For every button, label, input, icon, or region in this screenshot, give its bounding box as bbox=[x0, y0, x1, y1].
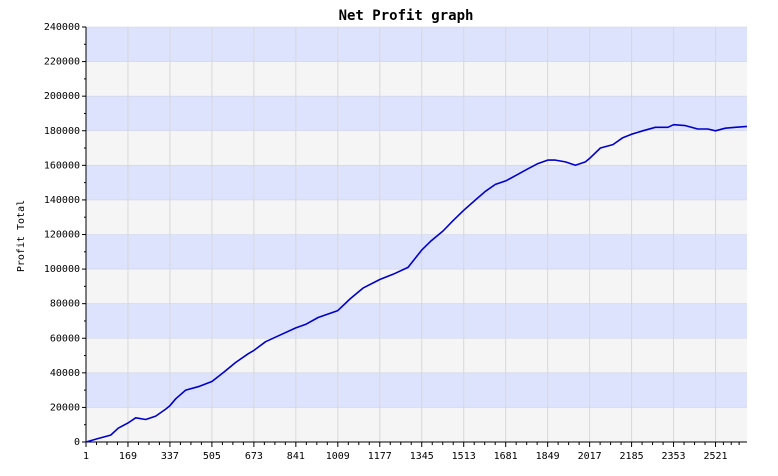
plot-background-bands bbox=[86, 27, 747, 442]
chart-title: Net Profit graph bbox=[339, 8, 474, 24]
y-tick-label: 140000 bbox=[44, 195, 80, 206]
background-band bbox=[86, 372, 747, 408]
y-tick-label: 20000 bbox=[50, 402, 80, 413]
y-tick-label: 0 bbox=[74, 437, 80, 448]
x-tick-label: 2017 bbox=[578, 451, 602, 462]
profit-series-line bbox=[85, 123, 748, 443]
x-tick-label: 841 bbox=[287, 451, 305, 462]
background-band bbox=[86, 303, 747, 339]
y-tick-label: 100000 bbox=[44, 264, 80, 275]
x-tick-label: 1 bbox=[83, 451, 89, 462]
y-tick-label: 120000 bbox=[44, 230, 80, 241]
background-band bbox=[86, 234, 747, 270]
y-tick-label: 200000 bbox=[44, 91, 80, 102]
background-band bbox=[86, 130, 747, 166]
x-tick-label: 337 bbox=[161, 451, 179, 462]
x-tick-label: 1681 bbox=[494, 451, 518, 462]
background-band bbox=[86, 269, 747, 304]
background-band bbox=[86, 27, 747, 62]
background-band bbox=[86, 165, 747, 200]
background-band bbox=[86, 199, 747, 235]
background-band bbox=[86, 96, 747, 131]
gridlines bbox=[86, 26, 747, 443]
x-tick-label: 2353 bbox=[662, 451, 686, 462]
y-tick-label: 80000 bbox=[50, 299, 80, 310]
y-tick-label: 240000 bbox=[44, 22, 80, 33]
x-tick-label: 2521 bbox=[703, 451, 727, 462]
series-group bbox=[85, 123, 748, 443]
x-tick-label: 1009 bbox=[326, 451, 350, 462]
y-tick-label: 220000 bbox=[44, 57, 80, 68]
background-band bbox=[86, 407, 747, 442]
x-axis-ticks: 1 169 337 505 673 841 1009 1177 1345 1513 1681 1849… bbox=[83, 442, 740, 462]
x-tick-label: 2185 bbox=[620, 451, 644, 462]
y-tick-label: 180000 bbox=[44, 126, 80, 137]
y-tick-label: 60000 bbox=[50, 333, 80, 344]
x-tick-label: 169 bbox=[119, 451, 137, 462]
y-axis-label: Profit Total bbox=[16, 200, 27, 272]
x-tick-label: 673 bbox=[245, 451, 263, 462]
background-band bbox=[86, 61, 747, 97]
x-tick-label: 1849 bbox=[536, 451, 560, 462]
x-tick-label: 505 bbox=[203, 451, 221, 462]
y-tick-label: 160000 bbox=[44, 160, 80, 171]
x-tick-label: 1513 bbox=[452, 451, 476, 462]
background-band bbox=[86, 338, 747, 373]
y-axis-ticks: 0 20000 40000 60000 80000 100000 120000 140000 1… bbox=[44, 22, 86, 448]
x-tick-label: 1345 bbox=[410, 451, 434, 462]
x-tick-label: 1177 bbox=[368, 451, 392, 462]
y-tick-label: 40000 bbox=[50, 368, 80, 379]
